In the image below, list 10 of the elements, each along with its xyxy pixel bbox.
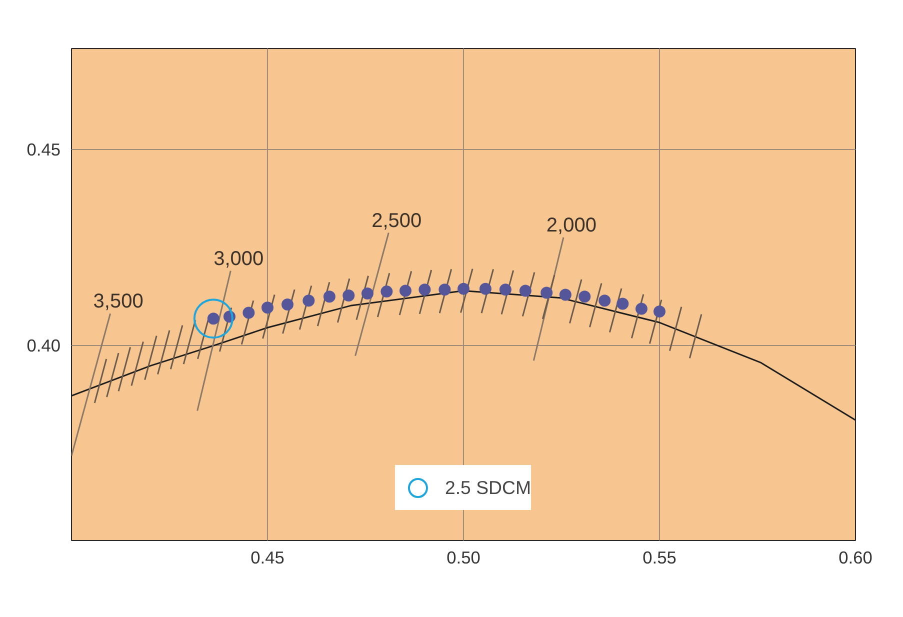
annotation: 2,000 xyxy=(546,214,596,236)
y-tick-label: 0.40 xyxy=(26,336,61,356)
annotation: 3,000 xyxy=(214,248,264,270)
legend-label: 2.5 SDCM xyxy=(444,476,532,498)
x-tick-label: 0.45 xyxy=(250,548,284,568)
x-tick-label: 0.55 xyxy=(642,548,676,568)
x-tick-label: 0.50 xyxy=(446,548,480,568)
x-tick-label: 0.60 xyxy=(838,548,872,568)
annotation: 2,500 xyxy=(372,210,422,232)
annotation: 3,500 xyxy=(93,290,144,313)
